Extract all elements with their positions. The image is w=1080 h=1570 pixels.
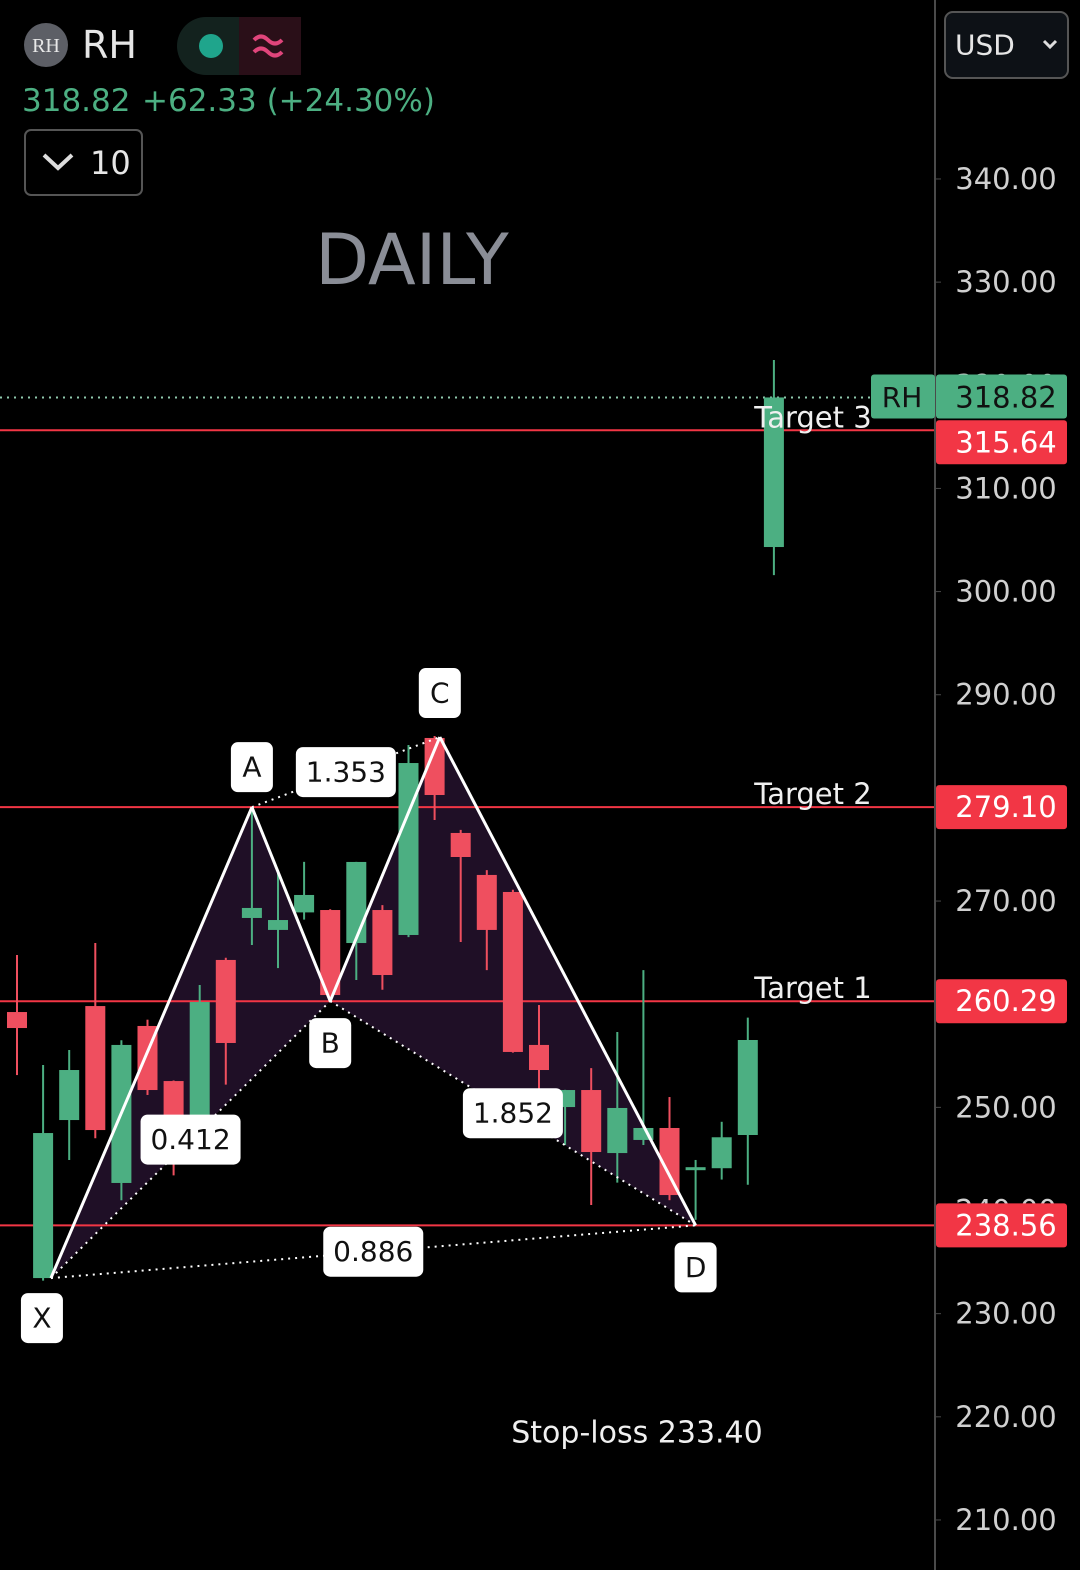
- point-label: B: [321, 1027, 340, 1060]
- point-label-box: [674, 1242, 717, 1293]
- symbol: RH: [82, 23, 137, 67]
- ratio-label: 1.852: [473, 1097, 553, 1130]
- candle-body: [659, 1127, 680, 1196]
- point-label-box: [230, 742, 273, 793]
- candle-body: [711, 1137, 732, 1169]
- candle-body: [581, 1090, 602, 1153]
- candle-body: [685, 1167, 706, 1171]
- point-label-box: [20, 1293, 63, 1344]
- price-line-tag: 279.10: [955, 790, 1056, 824]
- target-label: Target 2: [753, 777, 871, 811]
- point-label: C: [430, 677, 450, 710]
- y-tick-label: 210.00: [955, 1503, 1056, 1537]
- candle-body: [59, 1070, 80, 1121]
- logo-text: RH: [32, 35, 60, 57]
- last-price-name-bg: [871, 374, 935, 419]
- point-label: D: [685, 1251, 707, 1284]
- ratio-label-box: [323, 1226, 424, 1277]
- candle-body: [268, 920, 288, 930]
- interval-box[interactable]: [24, 129, 143, 196]
- ratio-label: 0.886: [333, 1235, 413, 1268]
- y-tick-label: 250.00: [955, 1090, 1056, 1124]
- candle-body: [189, 1002, 210, 1136]
- candle-body: [633, 1127, 654, 1140]
- price-line-tag: 238.56: [955, 1208, 1056, 1242]
- status-pill-right: [239, 17, 301, 75]
- point-label-box: [309, 1018, 352, 1069]
- candle-body: [607, 1107, 628, 1154]
- last-price-tag-bg: [936, 374, 1067, 419]
- market-dot: [199, 34, 223, 58]
- price: 318.82: [22, 83, 130, 119]
- currency: USD: [955, 29, 1015, 62]
- pattern-dotted-line: [329, 1000, 697, 1227]
- chart-title: DAILY: [315, 219, 509, 301]
- ratio-label: 0.412: [150, 1123, 230, 1156]
- candle-body: [33, 1133, 54, 1279]
- interval: 10: [90, 144, 131, 182]
- pattern-line: [438, 736, 697, 1227]
- price-line-tag-bg: [936, 785, 1067, 830]
- change: +62.33 (+24.30%): [142, 83, 435, 119]
- candle-body: [424, 737, 445, 796]
- ratio-label: 1.353: [306, 756, 386, 789]
- candle-body: [7, 1012, 27, 1029]
- last-price-name: RH: [882, 381, 923, 414]
- candle-body: [450, 832, 471, 858]
- price-line-tag: 315.64: [955, 425, 1056, 459]
- ratio-label-box: [462, 1088, 563, 1139]
- y-tick-label: 310.00: [955, 471, 1056, 505]
- candle-body: [85, 1006, 106, 1131]
- y-tick-label: 270.00: [955, 884, 1056, 918]
- y-tick-label: 300.00: [955, 575, 1056, 609]
- chevron: [42, 153, 74, 171]
- extended-hours-icon: [252, 34, 284, 58]
- y-tick-label: 340.00: [955, 162, 1056, 196]
- annotation: Stop-loss 233.40: [511, 1416, 762, 1451]
- target-label: Target 1: [753, 971, 871, 1005]
- candle-body: [294, 894, 315, 913]
- candle-body: [737, 1039, 758, 1136]
- pattern-line: [328, 736, 442, 1002]
- candle-body: [346, 861, 367, 944]
- pattern-line: [49, 806, 254, 1279]
- candle-body: [398, 763, 419, 935]
- pattern-line: [250, 806, 332, 1002]
- currency-box[interactable]: [944, 11, 1069, 79]
- price-line-tag-bg: [936, 420, 1067, 465]
- candle-body: [320, 910, 341, 996]
- y-tick-label: 330.00: [955, 265, 1056, 299]
- candle-body: [215, 959, 236, 1043]
- point-label-box: [418, 668, 461, 719]
- candle-body: [529, 1044, 549, 1071]
- candle-body: [372, 910, 393, 976]
- point-label: X: [32, 1302, 51, 1335]
- candle-body: [763, 397, 784, 548]
- y-tick-label: 290.00: [955, 678, 1056, 712]
- y-tick-label: 220.00: [955, 1400, 1056, 1434]
- candle-body: [241, 907, 262, 918]
- point-label: A: [242, 751, 261, 784]
- candle-body: [502, 891, 523, 1052]
- chevron: [1042, 39, 1058, 50]
- y-tick-label: 230.00: [955, 1297, 1056, 1331]
- target-label: Target 3: [753, 400, 871, 434]
- candle-body: [476, 874, 497, 930]
- price-line-tag-bg: [936, 1203, 1067, 1248]
- ratio-label-box: [295, 747, 396, 798]
- price-line-tag: 260.29: [955, 984, 1056, 1018]
- price-line-tag-bg: [936, 979, 1067, 1024]
- ratio-label-box: [140, 1114, 241, 1165]
- logo: [24, 23, 68, 67]
- last-price-tag: 318.82: [955, 380, 1056, 414]
